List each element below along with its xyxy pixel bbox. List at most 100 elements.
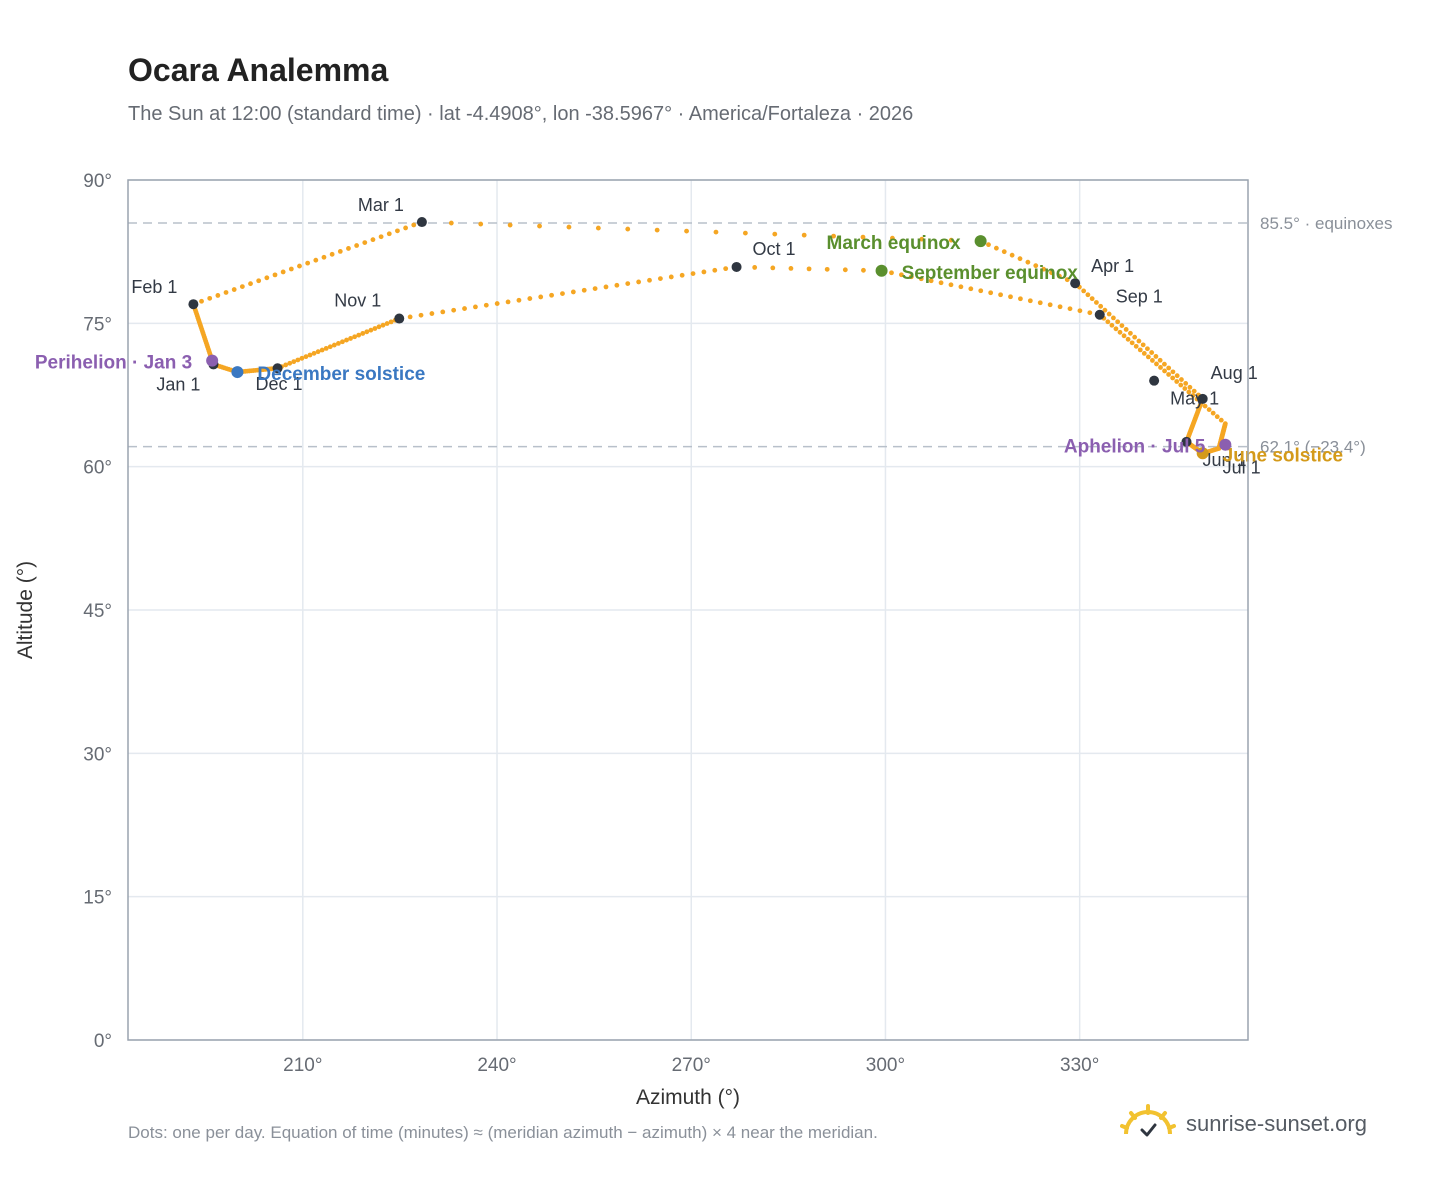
month-marker (731, 261, 742, 272)
chart-subtitle: The Sun at 12:00 (standard time) · lat -… (128, 103, 914, 125)
daily-dot (1154, 361, 1159, 367)
daily-dot (516, 297, 522, 303)
daily-dot (1085, 292, 1091, 298)
daily-dot (919, 236, 925, 242)
daily-dot (1166, 365, 1172, 371)
daily-dot (1174, 373, 1180, 379)
daily-dot (1182, 386, 1188, 391)
daily-dot (297, 263, 302, 269)
daily-dot (1008, 294, 1013, 300)
daily-dot (1049, 270, 1054, 276)
daily-dot (1064, 277, 1070, 283)
daily-dot (788, 265, 794, 271)
daily-dot (287, 360, 293, 366)
daily-dot (654, 227, 660, 233)
daily-dot (1170, 375, 1176, 381)
daily-dot (462, 306, 467, 311)
daily-dot (1153, 354, 1159, 359)
daily-dot (948, 282, 954, 288)
daily-dot (527, 296, 533, 301)
month-marker (1197, 393, 1208, 404)
month-marker-label: Oct 1 (753, 239, 796, 259)
daily-dot (998, 292, 1003, 298)
event-label: Aphelion · Jul 5 (1064, 437, 1206, 458)
daily-dot (1183, 381, 1189, 386)
event-marker (206, 354, 219, 367)
daily-dot (307, 352, 313, 358)
daily-dot (368, 327, 374, 333)
daily-dot (507, 222, 513, 228)
daily-dot (288, 266, 294, 272)
event-marker (875, 264, 888, 277)
daily-dot (1057, 304, 1063, 310)
daily-dot (429, 311, 435, 316)
daily-dot (625, 281, 631, 287)
daily-dot (1047, 302, 1053, 308)
daily-dot (537, 223, 542, 229)
month-marker-label: Dec 1 (256, 374, 303, 394)
daily-dot (448, 220, 454, 226)
brand[interactable]: sunrise-sunset.org (1120, 1102, 1367, 1146)
y-axis-label: Altitude (°) (14, 561, 37, 659)
daily-dot (348, 336, 353, 341)
daily-dot (352, 334, 358, 340)
daily-dot (1113, 326, 1119, 332)
daily-dot (295, 357, 301, 363)
event-label: Perihelion · Jan 3 (35, 353, 192, 374)
daily-dot (1133, 343, 1139, 349)
daily-dot (752, 265, 758, 270)
daily-dot (388, 319, 394, 325)
daily-dot (1121, 333, 1127, 339)
daily-dot (968, 286, 974, 292)
daily-dot (354, 243, 360, 248)
daily-dot (560, 291, 565, 296)
daily-dot (473, 304, 478, 310)
daily-dot (978, 288, 984, 294)
daily-dot (1137, 347, 1143, 353)
event-label: June solstice (1223, 445, 1343, 466)
daily-dot (1179, 377, 1184, 382)
reference-line-label: 85.5° · equinoxes (1260, 214, 1393, 233)
daily-dot (199, 298, 204, 304)
daily-dot (1001, 249, 1007, 255)
daily-dot (283, 362, 289, 368)
event-marker (1219, 438, 1232, 451)
daily-dot (386, 231, 392, 237)
daily-dot (690, 271, 696, 277)
daily-dot (1206, 407, 1212, 413)
daily-dot (291, 359, 297, 365)
daily-dot (928, 278, 934, 284)
daily-dot (566, 224, 572, 230)
daily-dot (625, 226, 631, 232)
daily-dot (372, 326, 378, 331)
daily-dot (1174, 379, 1180, 384)
daily-dot (478, 221, 484, 227)
month-marker (188, 299, 199, 310)
daily-dot (1025, 259, 1031, 265)
daily-dot (1119, 323, 1125, 328)
daily-dot (407, 314, 413, 320)
daily-dot (831, 233, 836, 239)
brand-name[interactable]: sunrise-sunset.org (1186, 1111, 1367, 1136)
daily-dot (346, 246, 351, 251)
daily-dot (1098, 303, 1104, 309)
month-marker-label: Jun 1 (1202, 450, 1246, 470)
daily-dot (712, 267, 718, 273)
daily-dot (494, 301, 500, 306)
month-marker (416, 217, 427, 228)
daily-dot (248, 281, 253, 287)
daily-dot (321, 254, 327, 260)
daily-dot (323, 345, 329, 351)
daily-dot (313, 257, 319, 263)
daily-dot (403, 225, 408, 231)
daily-dot (376, 324, 382, 330)
daily-dot (1202, 403, 1208, 409)
daily-dot (1094, 300, 1099, 305)
daily-dot (1187, 384, 1193, 390)
daily-dot (1081, 288, 1087, 294)
daily-dot (1218, 417, 1224, 423)
month-marker (1149, 375, 1160, 386)
month-marker-label: Feb 1 (131, 277, 177, 297)
daily-dot (1178, 382, 1184, 388)
daily-dot (1077, 308, 1083, 314)
